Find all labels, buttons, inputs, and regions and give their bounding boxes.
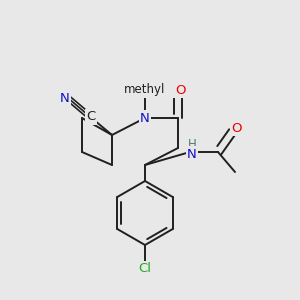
Text: C: C xyxy=(86,110,96,124)
Text: N: N xyxy=(140,112,150,124)
Text: N: N xyxy=(187,148,197,160)
Text: O: O xyxy=(232,122,242,134)
Text: Cl: Cl xyxy=(139,262,152,275)
Text: O: O xyxy=(175,83,185,97)
Text: methyl: methyl xyxy=(124,83,166,97)
Text: N: N xyxy=(60,92,70,104)
Text: H: H xyxy=(188,137,196,151)
